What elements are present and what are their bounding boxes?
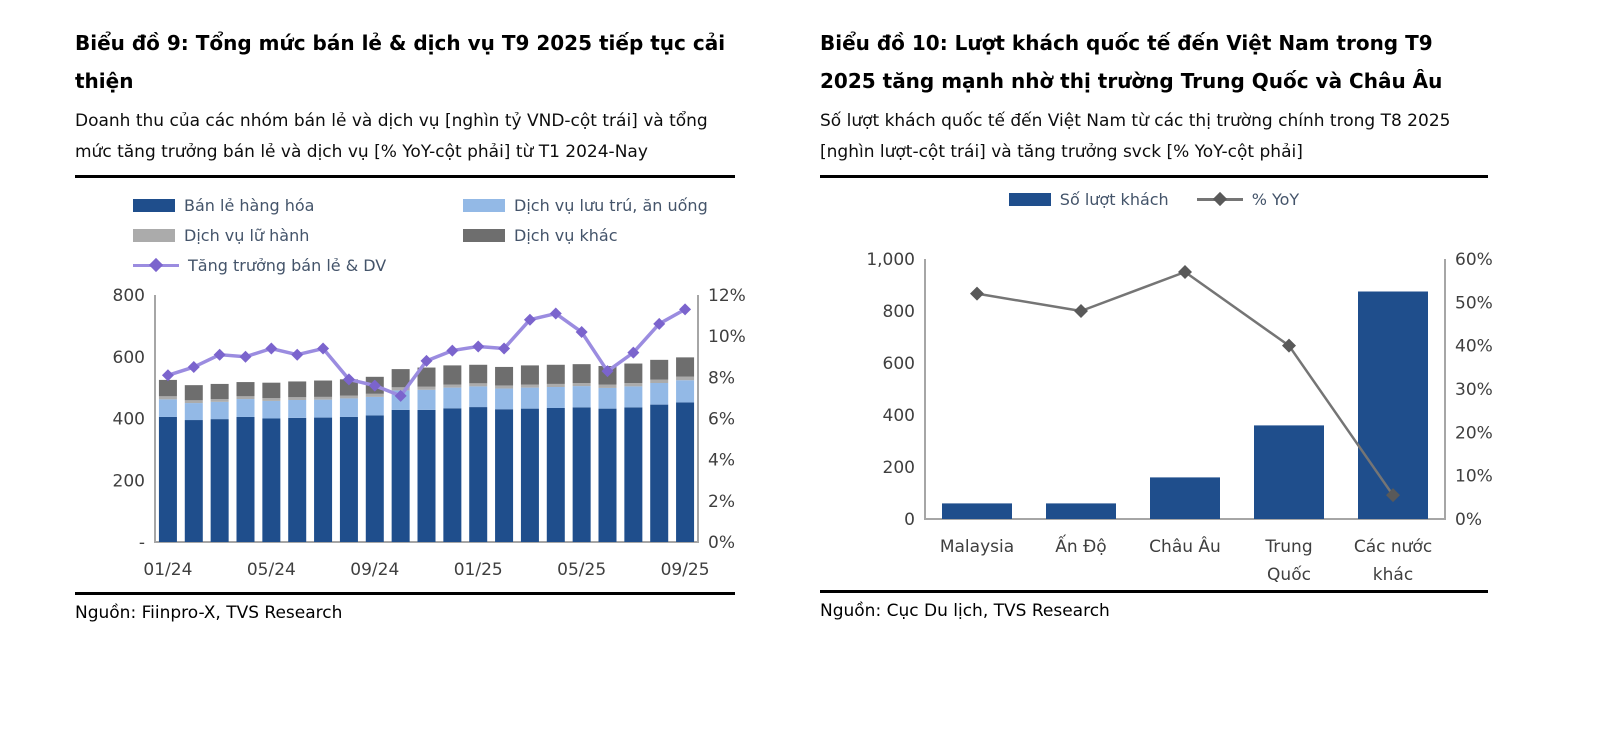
svg-text:10%: 10% [1455,467,1493,487]
svg-text:01/24: 01/24 [143,560,192,580]
svg-text:09/24: 09/24 [350,560,399,580]
svg-text:2%: 2% [708,492,735,512]
legend-label: Tăng trưởng bán lẻ & DV [188,255,387,275]
svg-text:Quốc: Quốc [1267,564,1311,584]
bar-swatch-icon [133,198,175,212]
chart-title-left: Biểu đồ 9: Tổng mức bán lẻ & dịch vụ T9 … [75,31,726,93]
legend-label: Dịch vụ khác [514,225,618,245]
legend-left: Bán lẻ hàng hóa Dịch vụ lưu trú, ăn uống… [133,190,735,280]
svg-text:Trung: Trung [1264,537,1312,557]
svg-text:Malaysia: Malaysia [940,537,1014,557]
legend-label: % YoY [1251,189,1300,209]
bar-swatch-icon [1008,192,1051,206]
svg-text:Ấn Độ: Ấn Độ [1055,533,1106,557]
legend-item-ban-le-hang-hoa: Bán lẻ hàng hóa [133,190,463,220]
svg-text:Châu Âu: Châu Âu [1149,535,1221,557]
svg-text:6%: 6% [708,410,735,430]
line-marker-sample [133,257,179,273]
svg-text:60%: 60% [1455,250,1493,270]
svg-text:-: - [139,533,145,553]
diamond-marker-icon [1212,191,1227,207]
svg-text:Các nước: Các nước [1354,537,1432,557]
svg-text:10%: 10% [708,327,746,347]
svg-text:800: 800 [113,286,145,306]
legend-label: Dịch vụ lưu trú, ăn uống [514,195,708,215]
svg-text:0%: 0% [1455,510,1482,530]
svg-text:01/25: 01/25 [454,560,503,580]
chart-subtitle-right: Số lượt khách quốc tế đến Việt Nam từ cá… [820,111,1451,162]
legend-item-tang-truong: Tăng trưởng bán lẻ & DV [133,250,463,280]
diamond-marker-icon [148,257,164,273]
svg-text:600: 600 [883,354,915,374]
svg-text:khác: khác [1373,565,1413,584]
legend-label: Dịch vụ lữ hành [184,225,310,245]
source-note-left: Nguồn: Fiinpro-X, TVS Research [75,603,343,623]
footer-rule-right [820,590,1488,593]
footer-rule-left [75,592,735,595]
legend-item-yoy: % YoY [1196,186,1300,212]
svg-text:05/25: 05/25 [557,560,606,580]
legend-label: Số lượt khách [1059,189,1169,209]
legend-right: Số lượt khách % YoY [820,186,1488,212]
svg-text:40%: 40% [1455,337,1493,357]
chart-subtitle-left: Doanh thu của các nhóm bán lẻ và dịch vụ… [75,111,708,162]
header-rule-right [820,175,1488,178]
svg-text:12%: 12% [708,286,746,306]
svg-text:400: 400 [113,410,145,430]
bar-swatch-icon [463,228,505,242]
svg-text:30%: 30% [1455,380,1493,400]
svg-text:200: 200 [113,471,145,491]
source-note-right: Nguồn: Cục Du lịch, TVS Research [820,601,1110,621]
bar-swatch-icon [133,228,175,242]
legend-item-dich-vu-khac: Dịch vụ khác [463,220,735,250]
bar-swatch-icon [463,198,505,212]
svg-text:800: 800 [883,302,915,322]
international-visitors-chart: 1,000 800 600 400 200 0 60% 50% 40% 30% 20% 10% 0% Ma… [866,250,1493,584]
visitors-chart-block: Biểu đồ 10: Lượt khách quốc tế đến Việt … [820,24,1493,621]
header-rule-left [75,175,735,178]
legend-item-lu-hanh: Dịch vụ lữ hành [133,220,463,250]
svg-text:1,000: 1,000 [866,250,915,270]
svg-text:0: 0 [904,510,915,530]
line-marker-sample [1196,191,1243,207]
svg-text:20%: 20% [1455,423,1493,443]
legend-label: Bán lẻ hàng hóa [184,195,315,215]
svg-text:600: 600 [113,348,145,368]
svg-text:8%: 8% [708,368,735,388]
legend-item-so-luot-khach: Số lượt khách [1008,186,1169,212]
svg-text:05/24: 05/24 [247,560,296,580]
retail-services-chart: 800 600 400 200 - 12% 10% 8% 6% 4% 2% 0% 01/24 05/24 0… [113,286,746,580]
svg-text:50%: 50% [1455,293,1493,313]
svg-text:400: 400 [883,406,915,426]
svg-text:0%: 0% [708,533,735,553]
chart-title-right: Biểu đồ 10: Lượt khách quốc tế đến Việt … [820,31,1443,93]
legend-item-luu-tru-an-uong: Dịch vụ lưu trú, ăn uống [463,190,735,220]
svg-text:4%: 4% [708,451,735,471]
svg-text:200: 200 [883,458,915,478]
retail-chart-block: Biểu đồ 9: Tổng mức bán lẻ & dịch vụ T9 … [75,24,746,623]
svg-text:09/25: 09/25 [661,560,710,580]
